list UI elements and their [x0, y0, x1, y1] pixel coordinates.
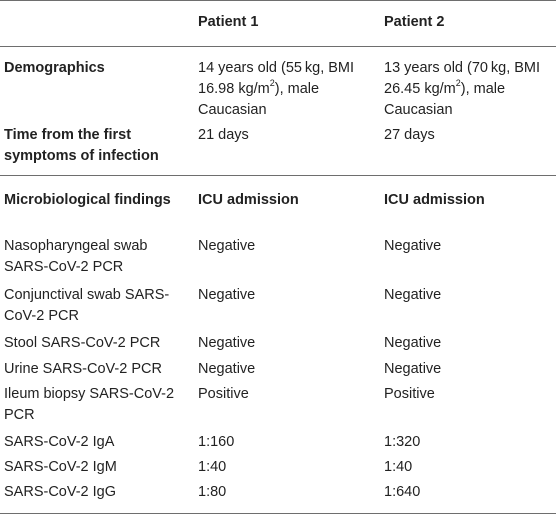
micro-header-patient-1: ICU admission	[198, 192, 299, 208]
demographics-p2-text-end: ), male Caucasian	[384, 81, 506, 118]
demographics-p1-sup: 2	[269, 78, 275, 89]
row-patient-2: 1:40	[384, 459, 413, 475]
row-label: SARS-CoV-2 IgM	[4, 459, 117, 475]
demographics-patient-1: 14 years old (55 kg, BMI 16.98 kg/m2), m…	[198, 58, 378, 121]
demographics-p2-sup: 2	[455, 78, 461, 89]
demographics-patient-2: 13 years old (70 kg, BMI 26.45 kg/m2), m…	[384, 58, 556, 121]
time-patient-1: 21 days	[198, 127, 249, 143]
header-patient-2: Patient 2	[384, 14, 445, 30]
table-bottom-rule	[0, 513, 556, 514]
header-patient-1: Patient 1	[198, 14, 259, 30]
micro-header-label: Microbiological findings	[4, 192, 171, 208]
row-patient-2: Negative	[384, 361, 442, 377]
header-rule	[0, 46, 556, 47]
demographics-p1-text-end: ), male Caucasian	[198, 81, 320, 118]
row-patient-1: 1:40	[198, 459, 227, 475]
row-label: Conjunctival swab SARS-CoV-2 PCR	[4, 287, 170, 324]
row-patient-1: 1:80	[198, 484, 227, 500]
row-patient-2: Negative	[384, 335, 442, 351]
row-patient-2: Positive	[384, 386, 435, 402]
row-patient-2: Negative	[384, 287, 442, 303]
row-patient-1: Negative	[198, 335, 256, 351]
row-label: SARS-CoV-2 IgG	[4, 484, 117, 500]
table-top-rule	[0, 0, 556, 1]
section-rule	[0, 175, 556, 176]
row-patient-1: 1:160	[198, 434, 235, 450]
row-label: Urine SARS-CoV-2 PCR	[4, 361, 162, 377]
row-patient-2: 1:640	[384, 484, 421, 500]
demographics-label: Demographics	[4, 60, 105, 76]
row-patient-2: 1:320	[384, 434, 421, 450]
row-patient-1: Positive	[198, 386, 249, 402]
demographics-p2-text: 13 years old (70 kg, BMI 26.45 kg/m	[384, 60, 541, 97]
row-label: Stool SARS-CoV-2 PCR	[4, 335, 161, 351]
demographics-p1-text: 14 years old (55 kg, BMI 16.98 kg/m	[198, 60, 355, 97]
row-patient-1: Negative	[198, 361, 256, 377]
time-label: Time from the first symptoms of infectio…	[4, 127, 159, 164]
row-label: Ileum biopsy SARS-CoV-2 PCR	[4, 386, 175, 423]
row-patient-1: Negative	[198, 238, 256, 254]
row-patient-2: Negative	[384, 238, 442, 254]
micro-header-patient-2: ICU admission	[384, 192, 485, 208]
row-label: Nasopharyngeal swab SARS-CoV-2 PCR	[4, 238, 148, 275]
time-patient-2: 27 days	[384, 127, 435, 143]
row-label: SARS-CoV-2 IgA	[4, 434, 115, 450]
row-patient-1: Negative	[198, 287, 256, 303]
